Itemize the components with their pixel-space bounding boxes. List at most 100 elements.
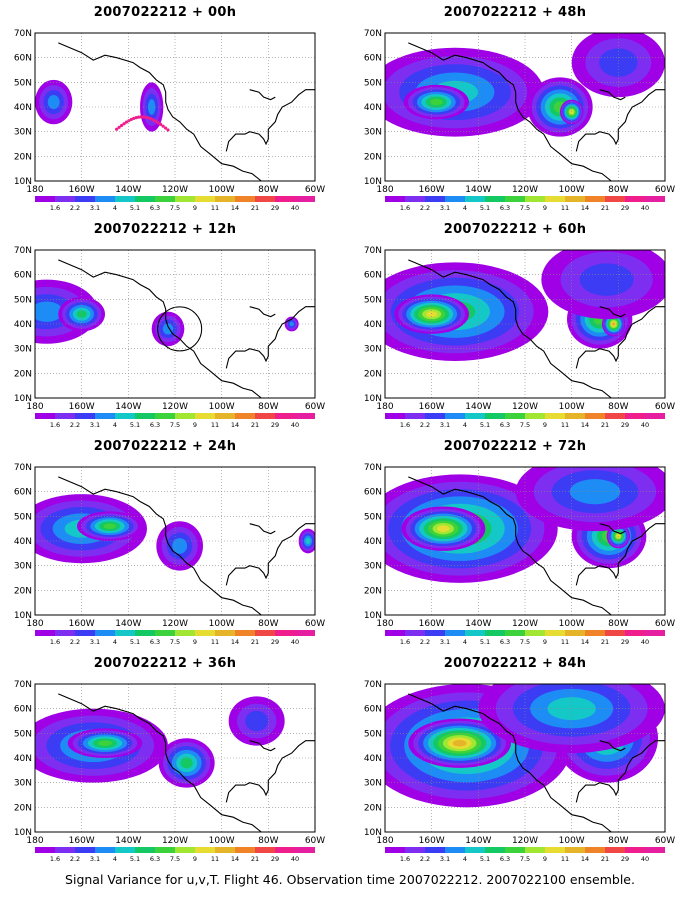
variance-contour — [97, 740, 113, 746]
lat-label: 70N — [364, 29, 382, 39]
lon-label: 160W — [69, 402, 95, 412]
colorbar-label: 4 — [113, 204, 117, 212]
colorbar-label: 21 — [601, 421, 609, 429]
colorbar-label: 40 — [641, 855, 649, 863]
colorbar-swatch — [445, 196, 465, 202]
lon-label: 120W — [162, 185, 188, 195]
colorbar-label: 5.1 — [130, 638, 140, 646]
colorbar-swatch — [445, 413, 465, 419]
colorbar-swatch — [525, 413, 545, 419]
colorbar-label: 7.5 — [170, 855, 180, 863]
colorbar-swatch — [35, 196, 55, 202]
colorbar-label: 29 — [271, 855, 279, 863]
colorbar-label: 4 — [463, 421, 467, 429]
colorbar-label: 2.2 — [420, 421, 430, 429]
colorbar-swatch — [235, 196, 255, 202]
variance-contour — [103, 523, 116, 529]
colorbar-swatch — [35, 413, 55, 419]
lat-label: 30N — [14, 562, 32, 572]
flight-track-point — [141, 115, 146, 119]
coastline — [575, 740, 665, 803]
flight-track-point — [149, 117, 153, 121]
coastline — [408, 693, 612, 832]
colorbar-label: 6.3 — [500, 855, 510, 863]
colorbar-label: 3.1 — [90, 638, 100, 646]
lon-label: 80W — [258, 185, 278, 195]
lat-label: 20N — [364, 369, 382, 379]
lon-label: 100W — [209, 185, 235, 195]
variance-contour — [47, 95, 60, 110]
colorbar-label: 21 — [251, 421, 259, 429]
colorbar-label: 3.1 — [440, 421, 450, 429]
colorbar-swatch — [235, 413, 255, 419]
colorbar-swatch — [385, 847, 405, 853]
variance-contour — [289, 321, 294, 327]
lat-label: 60N — [14, 705, 32, 715]
colorbar-label: 5.1 — [480, 855, 490, 863]
coastline — [225, 740, 315, 803]
lat-label: 40N — [14, 103, 32, 113]
colorbar-label: 11 — [211, 638, 219, 646]
colorbar-label: 7.5 — [170, 204, 180, 212]
colorbar-swatch — [385, 196, 405, 202]
colorbar-label: 40 — [641, 638, 649, 646]
map-panel: 2007022212 + 72h 70N 60N 50N 40N 30N 20N 10N 180… — [350, 439, 680, 654]
map-panel: 2007022212 + 60h 70N 60N 50N 40N 30N 20N 10N 180… — [350, 222, 680, 437]
colorbar-swatch — [645, 196, 665, 202]
coastline — [58, 476, 262, 615]
colorbar-label: 9 — [543, 204, 547, 212]
colorbar-swatch — [235, 630, 255, 636]
lat-label: 20N — [14, 152, 32, 162]
flight-track-point — [161, 124, 165, 128]
colorbar-label: 3.1 — [440, 204, 450, 212]
colorbar-label: 5.1 — [130, 855, 140, 863]
colorbar-swatch — [95, 413, 115, 419]
colorbar-swatch — [525, 847, 545, 853]
lon-label: 60W — [655, 836, 675, 846]
colorbar-label: 6.3 — [500, 638, 510, 646]
lat-label: 20N — [14, 586, 32, 596]
flight-track-point — [129, 117, 133, 122]
colorbar-label: 11 — [561, 638, 569, 646]
lon-label: 180 — [376, 402, 393, 412]
colorbar-label: 4 — [463, 638, 467, 646]
colorbar-label: 6.3 — [150, 855, 160, 863]
colorbar-swatch — [75, 630, 95, 636]
colorbar-swatch — [255, 413, 275, 419]
colorbar-swatch — [235, 847, 255, 853]
panel-title: 2007022212 + 72h — [443, 439, 587, 454]
colorbar-label: 14 — [581, 638, 589, 646]
colorbar-swatch — [645, 630, 665, 636]
colorbar-swatch — [385, 413, 405, 419]
variance-contour — [172, 538, 188, 554]
map-panel: 2007022212 + 48h 70N 60N 50N 40N 30N 20N 10N 180… — [350, 5, 680, 220]
lon-label: 80W — [608, 402, 628, 412]
colorbar-swatch — [605, 413, 625, 419]
lon-label: 180 — [26, 402, 43, 412]
lat-label: 60N — [364, 705, 382, 715]
lat-label: 40N — [14, 537, 32, 547]
colorbar-swatch — [75, 847, 95, 853]
lat-label: 20N — [364, 586, 382, 596]
colorbar-label: 2.2 — [70, 855, 80, 863]
colorbar-swatch — [175, 847, 195, 853]
lon-label: 180 — [26, 619, 43, 629]
colorbar-label: 9 — [193, 204, 197, 212]
colorbar-swatch — [565, 847, 585, 853]
colorbar-swatch — [485, 847, 505, 853]
colorbar-label: 40 — [291, 421, 299, 429]
lat-label: 10N — [364, 828, 382, 838]
lat-label: 50N — [14, 729, 32, 739]
flight-track-point — [119, 123, 124, 128]
colorbar-label: 9 — [543, 855, 547, 863]
colorbar-label: 2.2 — [70, 421, 80, 429]
colorbar-swatch — [565, 413, 585, 419]
colorbar-swatch — [545, 196, 565, 202]
colorbar-label: 29 — [621, 855, 629, 863]
variance-contour — [599, 48, 638, 77]
panel-title: 2007022212 + 24h — [93, 439, 237, 454]
colorbar-swatch — [605, 630, 625, 636]
